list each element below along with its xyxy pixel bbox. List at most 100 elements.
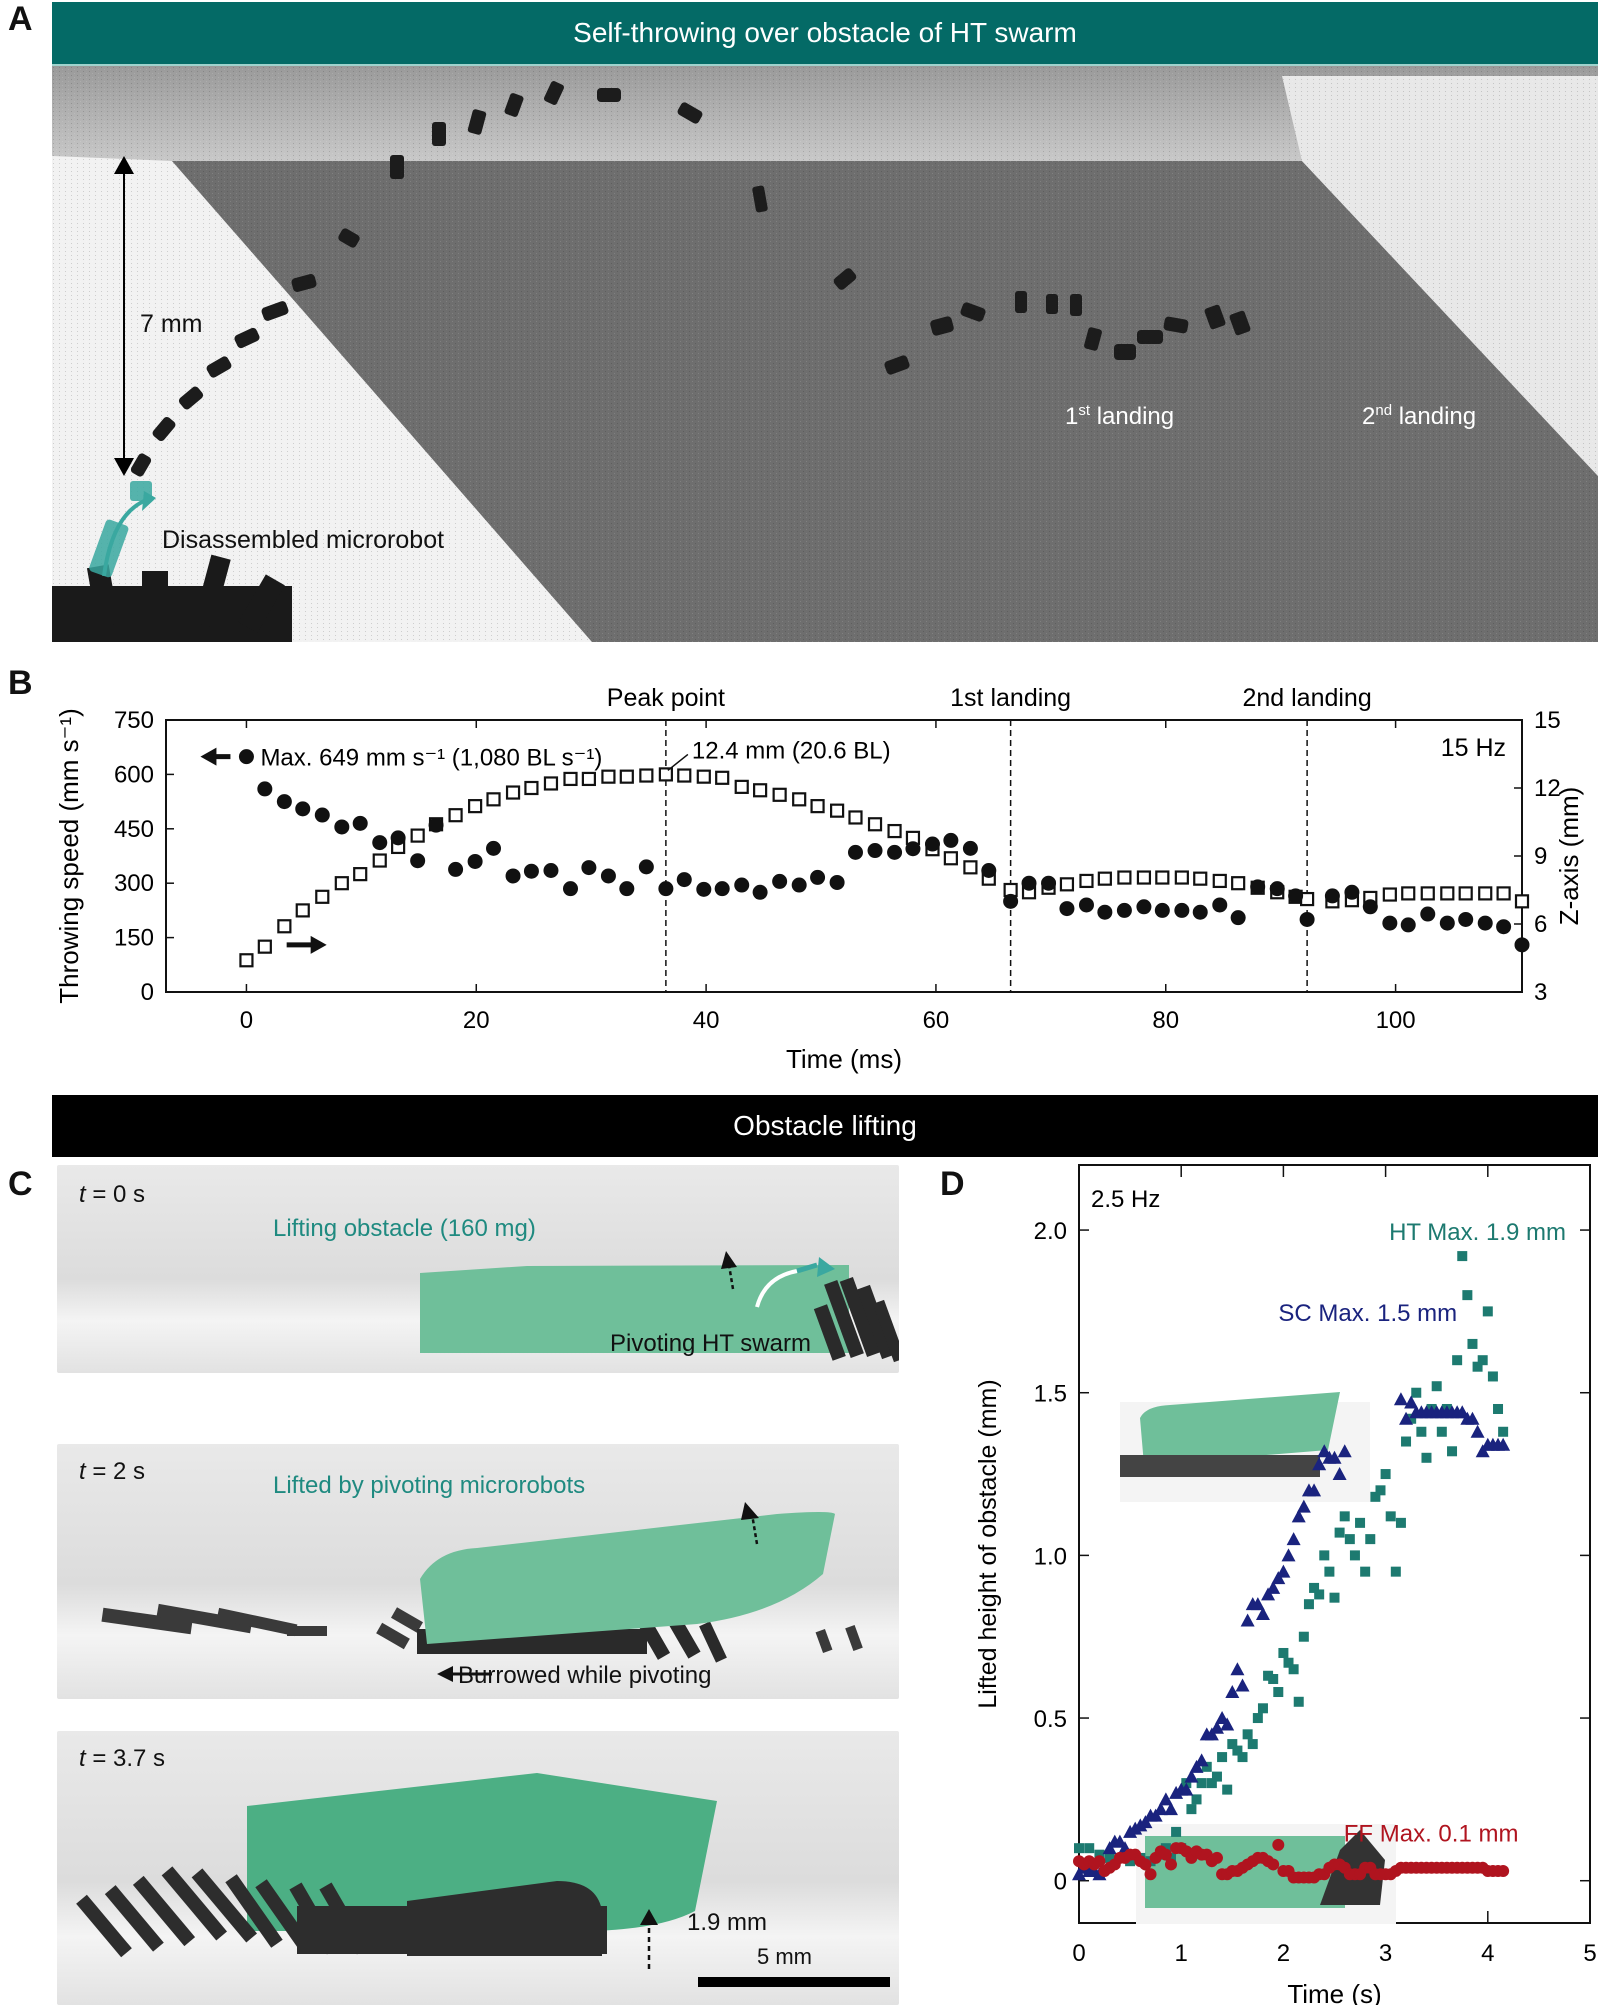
ff-point (1272, 1838, 1285, 1851)
ht-point (1196, 1778, 1207, 1789)
z-axis-point (524, 780, 539, 796)
first-landing-label: 1st landing (1065, 402, 1175, 430)
y-tick-label: 0 (141, 979, 154, 1006)
speed-point (924, 836, 940, 852)
ht-series-label: HT Max. 1.9 mm (1389, 1219, 1566, 1246)
sc-point (1475, 1444, 1490, 1458)
sc-point (1220, 1717, 1235, 1731)
frame-time-label: t = 2 s (79, 1458, 146, 1485)
sc-point (1204, 1727, 1219, 1741)
panel-letter-d: D (940, 1165, 965, 1203)
ht-point (1324, 1566, 1335, 1577)
z-axis-point (1478, 886, 1493, 901)
speed-point (1192, 904, 1208, 920)
ht-point (1263, 1670, 1274, 1681)
sc-point (1266, 1580, 1281, 1594)
ht-point (1411, 1387, 1422, 1398)
ht-point (1268, 1674, 1279, 1685)
speed-point (467, 853, 483, 869)
speed-point (505, 868, 521, 884)
speed-point (867, 843, 883, 859)
z-axis-point (353, 867, 368, 882)
z-axis-point (658, 767, 673, 782)
z-axis-point (1117, 870, 1132, 885)
speed-point (390, 830, 406, 846)
z-axis-point (1382, 887, 1397, 902)
second-landing-label: 2nd landing (1362, 402, 1477, 430)
speed-point (448, 861, 464, 877)
ff-series-label: FF Max. 0.1 mm (1344, 1821, 1519, 1848)
sc-point (1163, 1802, 1178, 1816)
ht-point (1237, 1752, 1248, 1763)
sc-point (1327, 1450, 1342, 1464)
ht-point (1401, 1436, 1412, 1447)
ht-point (1344, 1534, 1355, 1545)
speed-point (1003, 893, 1019, 909)
speed-point (257, 781, 273, 797)
inset-swarm (1120, 1455, 1320, 1477)
height-label: 7 mm (140, 310, 203, 338)
z-axis-point (619, 769, 634, 784)
z-axis-point (639, 768, 654, 783)
speed-point (1400, 917, 1416, 933)
ht-point (1242, 1729, 1253, 1740)
speed-point (486, 840, 502, 856)
sc-point (1189, 1759, 1204, 1773)
sc-point (1496, 1437, 1511, 1451)
sc-point (1404, 1395, 1419, 1409)
frequency-label: 15 Hz (1441, 734, 1506, 762)
speed-point (1324, 888, 1340, 904)
ht-point (1472, 1361, 1483, 1372)
ht-point (1273, 1687, 1284, 1698)
z-axis-point (1231, 876, 1246, 891)
sc-point (1261, 1587, 1276, 1601)
y-axis-label: Lifted height of obstacle (mm) (974, 1379, 1002, 1708)
sc-point (1230, 1662, 1245, 1676)
ht-point (1380, 1469, 1391, 1480)
speed-point (829, 874, 845, 890)
ht-point (1247, 1739, 1258, 1750)
z-axis-point (372, 853, 387, 868)
x-tick-label: 4 (1481, 1940, 1494, 1967)
x-tick-label: 60 (923, 1007, 950, 1034)
speed-point (410, 853, 426, 869)
ht-point (1104, 1852, 1115, 1863)
z-axis-point (1097, 871, 1112, 886)
sc-point (1291, 1509, 1306, 1523)
speed-point (1059, 901, 1075, 917)
y2-tick-label: 12 (1534, 775, 1561, 802)
speed-point (334, 819, 350, 835)
y-tick-label: 450 (114, 816, 154, 843)
z-axis-point (963, 860, 978, 875)
ht-point (1349, 1550, 1360, 1561)
speed-point (1250, 879, 1266, 895)
y-tick-label: 2.0 (1034, 1218, 1067, 1245)
speed-point (523, 863, 539, 879)
speed-point (1116, 902, 1132, 918)
y2-tick-label: 6 (1534, 911, 1547, 938)
speed-point (791, 877, 807, 893)
z-axis-point (257, 939, 272, 954)
ht-point (1498, 1426, 1509, 1437)
panel-letter-a: A (8, 0, 33, 38)
y2-tick-label: 3 (1534, 979, 1547, 1006)
ht-point (1283, 1657, 1294, 1668)
lifting-frame-t3-7-graphic (57, 1731, 899, 2005)
left-axis-arrowhead-icon (200, 747, 217, 766)
z-axis-point (601, 769, 616, 784)
right-axis-arrowhead-icon (310, 935, 327, 954)
disassembled-microrobot-label: Disassembled microrobot (162, 526, 445, 554)
ht-point (1385, 1511, 1396, 1522)
pivoting-swarm (813, 1277, 899, 1363)
ht-point (1314, 1589, 1325, 1600)
ht-point (1436, 1426, 1447, 1437)
inset-obstacle (1140, 1392, 1340, 1465)
x-tick-label: 1 (1175, 1940, 1188, 1967)
speed-point (352, 815, 368, 831)
speed-point (1212, 897, 1228, 913)
speed-point (1420, 906, 1436, 922)
speed-point (1154, 902, 1170, 918)
sc-point (1332, 1467, 1347, 1481)
sc-point (1209, 1720, 1224, 1734)
z-axis-point (810, 799, 825, 814)
